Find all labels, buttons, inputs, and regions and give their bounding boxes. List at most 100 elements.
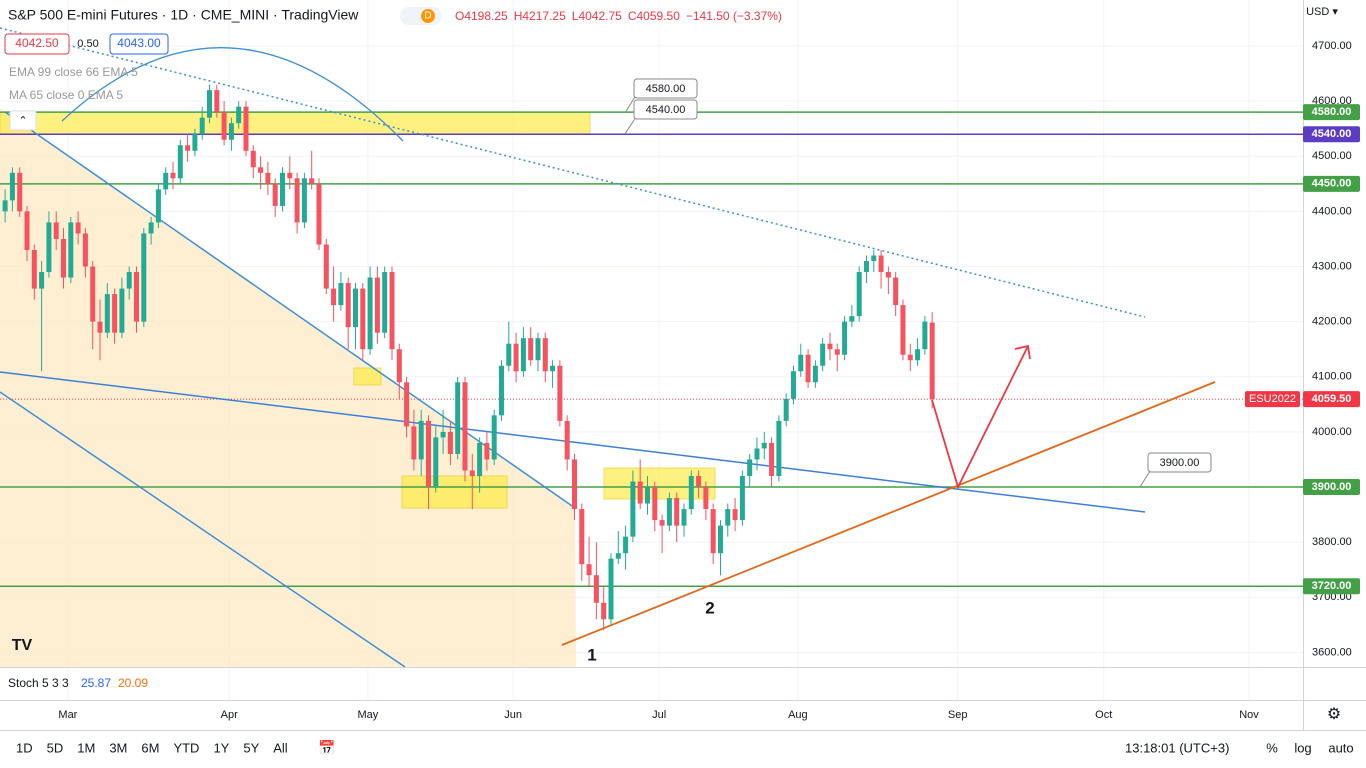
collapse-icon: ⌃: [18, 115, 27, 127]
range-button[interactable]: 1Y: [213, 740, 229, 755]
candle-body: [586, 564, 592, 576]
candle-body: [623, 536, 629, 554]
x-tick-label: Mar: [58, 709, 77, 721]
bid-box[interactable]: [4, 33, 70, 55]
callout-box: [633, 99, 698, 120]
candle-body: [761, 442, 767, 449]
candle-body: [53, 222, 59, 239]
candle-body: [644, 487, 650, 504]
candle-body: [309, 178, 315, 184]
candle-body: [885, 272, 891, 278]
collapse-button[interactable]: [9, 110, 37, 131]
candle-body: [17, 172, 23, 212]
chart-title: S&P 500 E-mini Futures · 1D · CME_MINI ·…: [8, 7, 359, 23]
candle-body: [243, 106, 249, 151]
y-tick-label: 4200.00: [1312, 316, 1352, 328]
candle-body: [374, 277, 380, 333]
candle-body: [747, 459, 753, 476]
candle-body: [272, 183, 278, 206]
candle-body: [506, 343, 512, 366]
y-tick-label: 3600.00: [1312, 646, 1352, 658]
range-button[interactable]: YTD: [173, 740, 199, 755]
candle-body: [659, 520, 665, 526]
range-button[interactable]: 6M: [141, 740, 159, 755]
candle-body: [498, 365, 504, 416]
candle-body: [601, 602, 607, 620]
range-button[interactable]: 5D: [47, 740, 64, 755]
tv-logo: TV: [12, 637, 33, 654]
candle-body: [863, 261, 869, 273]
candle-body: [214, 90, 220, 113]
stoch-name: Stoch 5 3 3: [8, 676, 69, 690]
candle-body: [228, 123, 234, 140]
percent-toggle[interactable]: %: [1266, 740, 1278, 755]
candle-body: [265, 172, 271, 184]
candle-body: [915, 349, 921, 361]
compare-icon[interactable]: 📅: [318, 740, 335, 756]
candle-body: [61, 238, 67, 278]
candle-body: [455, 382, 461, 454]
bid: 4042.50: [15, 36, 59, 50]
currency: USD ▾: [1306, 6, 1338, 18]
level-label: 3900.00: [1312, 481, 1352, 493]
candle-body: [769, 442, 775, 476]
candle-body: [557, 365, 563, 421]
zone-box: [401, 475, 508, 509]
candle-body: [674, 498, 680, 526]
candle-body: [571, 459, 577, 510]
candle-body: [871, 255, 877, 262]
candle-body: [703, 487, 709, 510]
candle-body: [68, 222, 74, 278]
candle-body: [849, 316, 855, 322]
candle-body: [112, 294, 118, 333]
callout-leader: [624, 94, 637, 114]
callout-leader: [1139, 470, 1151, 488]
candle-body: [9, 172, 15, 201]
candle-body: [790, 371, 796, 399]
candle-body: [192, 134, 198, 151]
x-tick-label: Jul: [652, 709, 666, 721]
candle-body: [148, 222, 154, 234]
x-tick-label: May: [358, 709, 379, 721]
range-button[interactable]: 1M: [77, 740, 95, 755]
clock: 13:18:01 (UTC+3): [1125, 740, 1229, 755]
candle-body: [155, 189, 161, 223]
candle-body: [163, 172, 169, 190]
candle-body: [287, 172, 293, 179]
candle-body: [177, 145, 183, 179]
candle-body: [126, 272, 132, 289]
candle-body: [90, 266, 96, 322]
range-button[interactable]: 3M: [109, 740, 127, 755]
range-button[interactable]: 1D: [16, 740, 33, 755]
ohlc-value: H4217.25: [514, 9, 566, 23]
level-label: 3720.00: [1312, 580, 1352, 592]
level-tag: [1303, 175, 1360, 192]
candle-body: [134, 272, 140, 322]
candle-body: [396, 349, 402, 383]
candle-body: [104, 294, 110, 333]
level-label: 4450.00: [1312, 178, 1352, 190]
x-tick-label: Aug: [788, 709, 808, 721]
candle-body: [513, 343, 519, 372]
y-tick-label: 4000.00: [1312, 426, 1352, 438]
candle-body: [24, 211, 30, 250]
candle-body: [907, 354, 913, 361]
ask-box[interactable]: [109, 33, 169, 55]
range-button[interactable]: 5Y: [243, 740, 259, 755]
y-tick-label: 3800.00: [1312, 536, 1352, 548]
candle-body: [783, 398, 789, 421]
auto-toggle[interactable]: auto: [1328, 740, 1353, 755]
candle-body: [688, 475, 694, 510]
trend-line: [0, 391, 406, 668]
settings-icon[interactable]: ⚙: [1327, 706, 1341, 723]
candle-body: [447, 431, 453, 454]
candle-body: [878, 255, 884, 273]
candle-body: [141, 233, 147, 322]
candle-body: [798, 354, 804, 372]
log-toggle[interactable]: log: [1294, 740, 1311, 755]
candle-body: [331, 288, 337, 306]
support-line: [561, 381, 1216, 646]
x-tick-label: Nov: [1239, 709, 1259, 721]
price-label: 4059.50: [1312, 393, 1352, 405]
range-button[interactable]: All: [273, 740, 288, 755]
